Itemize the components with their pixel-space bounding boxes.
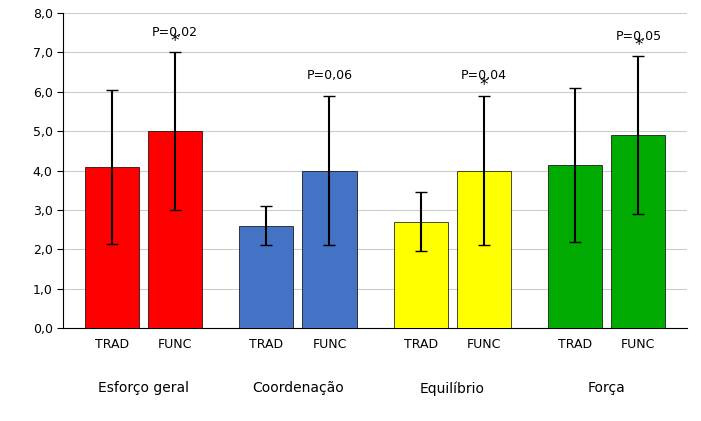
- Text: *: *: [479, 75, 488, 93]
- Bar: [239, 226, 293, 328]
- Text: P=0,04: P=0,04: [461, 69, 507, 83]
- Bar: [611, 135, 665, 328]
- Bar: [393, 222, 448, 328]
- Text: Equilíbrio: Equilíbrio: [420, 381, 485, 396]
- Text: Força: Força: [588, 381, 625, 395]
- Text: P=0,06: P=0,06: [306, 69, 353, 83]
- Text: *: *: [634, 36, 643, 54]
- Bar: [85, 167, 139, 328]
- Bar: [302, 171, 357, 328]
- Text: *: *: [171, 32, 179, 50]
- Bar: [548, 165, 602, 328]
- Bar: [457, 171, 511, 328]
- Text: Esforço geral: Esforço geral: [98, 381, 189, 395]
- Text: P=0,05: P=0,05: [615, 30, 662, 43]
- Text: P=0,02: P=0,02: [152, 26, 198, 39]
- Bar: [148, 131, 202, 328]
- Text: Coordenação: Coordenação: [252, 381, 343, 395]
